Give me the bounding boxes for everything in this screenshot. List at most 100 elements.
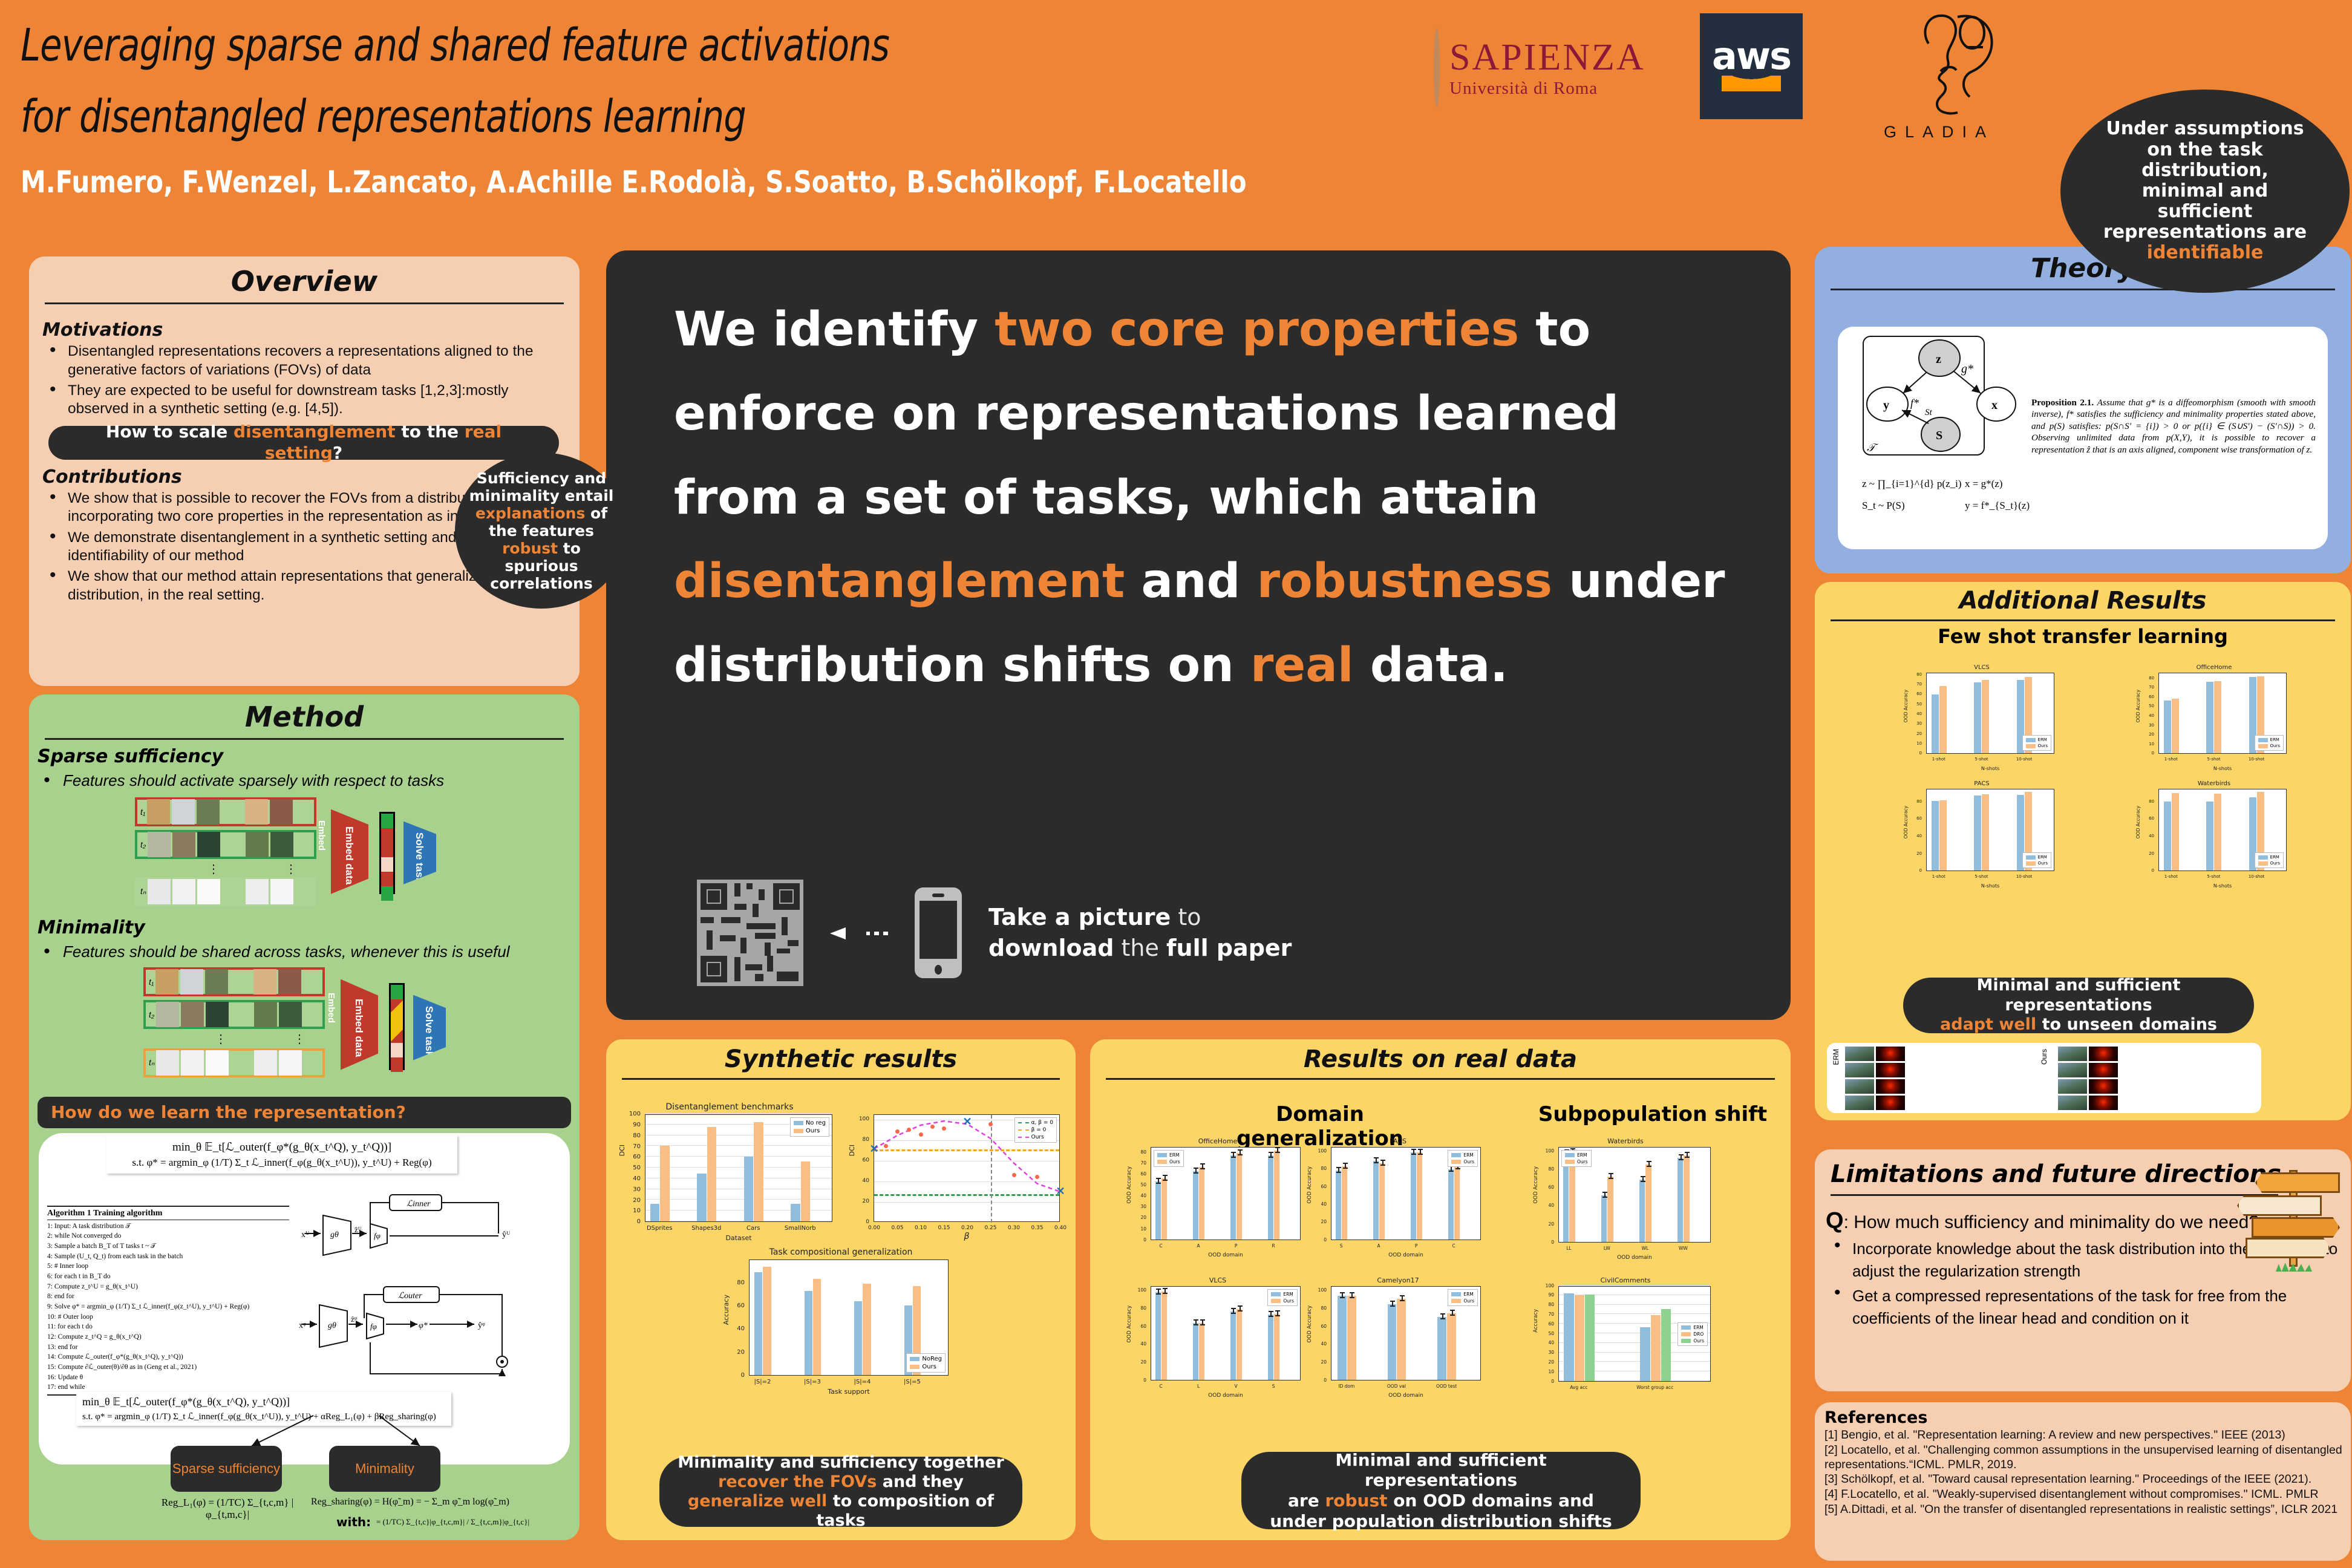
loss-inner-label: ℒinner <box>407 1200 431 1209</box>
error-bar <box>1162 1174 1168 1181</box>
error-bar <box>1237 1149 1243 1155</box>
x-tick-label: |S|=4 <box>854 1379 871 1385</box>
bar <box>1574 1295 1584 1381</box>
y-tick-label: 60 <box>1321 1323 1327 1329</box>
solve-task-label-1: Solve task <box>414 832 425 883</box>
x-tick-label: 10-shot <box>2016 757 2033 762</box>
qr-cap-e2: full paper <box>1166 935 1292 961</box>
x-tick-label: R <box>1272 1243 1275 1249</box>
legend-label: ERM <box>1169 1152 1180 1158</box>
y-tick-label: 0 <box>1324 1236 1327 1243</box>
y-tick-label: 40 <box>1140 1341 1146 1347</box>
method-reg-row: Sparse sufficiency Minimality Reg_L₁(φ) … <box>76 1414 536 1535</box>
chart-title: VLCS <box>1209 1276 1227 1284</box>
gridline <box>645 1167 832 1168</box>
rd-c-l3: under population distribution shifts <box>1270 1511 1612 1531</box>
bar <box>800 1161 811 1221</box>
legend-item: ERM <box>1451 1292 1474 1297</box>
error-bar <box>1194 1319 1199 1326</box>
gridline <box>1559 1361 1710 1362</box>
chart-title: PACS <box>1390 1137 1406 1145</box>
svg-text:ẑᵁ: ẑᵁ <box>354 1225 362 1234</box>
chart-disentanglement-benchmarks: Disentanglement benchmarks 0 10 20 30 40 50 60… <box>617 1102 842 1245</box>
legend-swatch <box>910 1365 920 1369</box>
error-bar <box>1340 1292 1345 1299</box>
sapienza-seal-icon <box>1434 28 1440 108</box>
x-tick-label: 5-shot <box>1975 757 1988 762</box>
y-tick-label: 70 <box>1548 1312 1554 1318</box>
x-axis-label: OOD domain <box>1388 1252 1423 1258</box>
legend-item: No reg <box>793 1120 826 1126</box>
legend-item: ERM <box>2258 737 2280 742</box>
x-tick-label: S <box>1272 1383 1275 1389</box>
legend-label: Ours <box>2270 861 2280 866</box>
gridline <box>645 1113 832 1114</box>
bar <box>2017 794 2025 871</box>
edge-gstar-label: g* <box>1961 362 1973 376</box>
bar <box>1982 794 1990 871</box>
thumbnail <box>270 799 293 825</box>
theory-eq-3: x = g*(z) <box>1965 478 2003 489</box>
y-axis-label: OOD Accuracy <box>1903 690 1909 723</box>
reference-item: [4] F.Locatello, et al. "Weakly-supervis… <box>1824 1488 2319 1501</box>
saliency-grid-card: ERM Ours <box>1827 1043 2261 1113</box>
data-point <box>930 1124 935 1129</box>
sparse-sufficiency-diagram: t₁ t₂ ⋮ ⋮ tₙ Embed <box>135 792 474 913</box>
y-tick-label: 80 <box>1548 1302 1554 1308</box>
y-tick-label: 20 <box>862 1198 869 1205</box>
y-tick-label: 50 <box>633 1165 641 1172</box>
y-tick-label: 0 <box>1551 1239 1554 1245</box>
synthetic-callout: Minimality and sufficiency together reco… <box>659 1453 1022 1530</box>
x-tick-label: P <box>1234 1243 1238 1249</box>
gridline <box>874 1202 1059 1203</box>
chart-legend: ERM Ours <box>2022 735 2051 751</box>
x-tick-label: |S|=3 <box>804 1379 821 1385</box>
y-tick-label: 40 <box>1140 1193 1146 1199</box>
y-tick-label: 20 <box>1140 1215 1146 1221</box>
thumbnail <box>270 878 294 904</box>
y-tick-label: 10 <box>1548 1368 1554 1374</box>
bar <box>1645 1165 1651 1242</box>
x-axis-label: OOD domain <box>1208 1252 1243 1258</box>
algorithm-line: 15: Compute ∂ℒ_outer(θ)/∂θ as in (Geng e… <box>47 1364 197 1371</box>
x-axis-label: OOD domain <box>1617 1255 1652 1261</box>
syn-c-l1: Minimality and sufficiency together <box>678 1453 1004 1472</box>
aws-logo: aws <box>1700 13 1803 119</box>
aws-smile-icon <box>1722 76 1781 92</box>
bar <box>1236 1152 1243 1240</box>
y-tick-label: 70 <box>633 1143 641 1150</box>
task-row-n: tₙ <box>135 877 316 906</box>
y-axis-label: OOD Accuracy <box>1307 1305 1313 1343</box>
x-tick-label: Worst group acc <box>1636 1385 1674 1390</box>
x-tick-label: 0.25 <box>984 1225 997 1231</box>
algorithm-line: 9: Solve φ* = argmin_φ (1/T) Σ_t ℒ_inner… <box>47 1302 250 1310</box>
bar <box>854 1301 863 1375</box>
x-tick-label: C <box>1452 1243 1455 1249</box>
legend-swatch <box>2258 743 2268 748</box>
thumbnail <box>155 969 179 995</box>
decoder-trapezoid-2: Solve task <box>413 995 446 1060</box>
with-label: with: <box>336 1515 371 1529</box>
bar <box>1563 1152 1569 1242</box>
bar <box>1569 1152 1575 1242</box>
poster-header: Leveraging sparse and shared feature act… <box>0 0 2352 236</box>
encoder-trapezoid-1: Embed data <box>331 809 368 894</box>
thumbnail <box>148 831 171 857</box>
y-tick-label: 70 <box>2149 685 2154 690</box>
syn-c-hl1: recover the FOVs <box>718 1472 877 1492</box>
task-row-1: t₁ <box>143 967 325 996</box>
bar <box>1584 1295 1595 1381</box>
y-tick-label: 10 <box>1916 741 1922 746</box>
error-bar <box>1640 1175 1645 1182</box>
y-tick-label: 20 <box>1321 1359 1327 1365</box>
qr-code[interactable] <box>697 880 803 986</box>
y-tick-label: 40 <box>1321 1201 1327 1207</box>
thumbnail <box>206 1050 229 1076</box>
x-tick-label: 0.30 <box>1007 1225 1021 1231</box>
y-tick-label: 80 <box>1321 1305 1327 1311</box>
thumbnail <box>180 969 204 995</box>
thumbnail <box>245 799 269 825</box>
task-2-label: t₂ <box>149 1009 155 1019</box>
x-axis-label: β <box>964 1232 970 1241</box>
svg-text:ẑᵠ: ẑᵠ <box>351 1315 358 1324</box>
